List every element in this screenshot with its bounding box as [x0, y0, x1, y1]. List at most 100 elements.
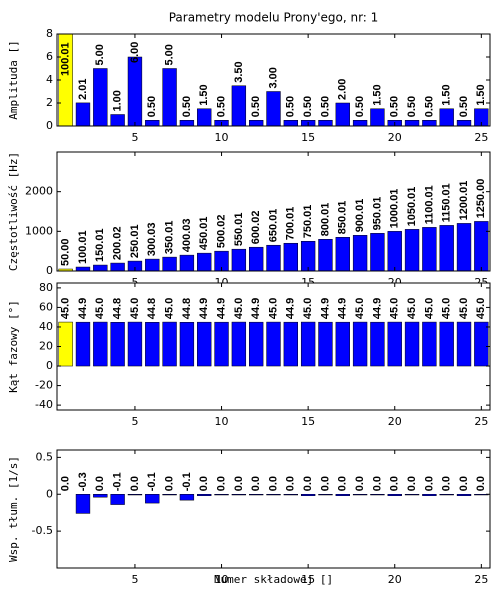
bar — [404, 321, 420, 367]
value-label: 45.0 — [458, 298, 470, 319]
bar — [162, 321, 177, 367]
bar — [283, 242, 298, 271]
value-label: 1.50 — [475, 84, 487, 105]
value-label: 0.50 — [389, 96, 401, 117]
bar — [456, 494, 472, 496]
value-label: 1100.01 — [423, 185, 435, 224]
value-label: 0.50 — [354, 96, 366, 117]
value-label: -0.3 — [77, 472, 89, 491]
value-label: 0.0 — [250, 476, 262, 491]
bar — [335, 237, 350, 271]
bar — [249, 494, 264, 496]
x-tick-label: 10 — [215, 573, 229, 586]
y-axis-label: Częstotliwość [Hz] — [7, 152, 20, 271]
value-label: 0.0 — [371, 476, 383, 491]
value-label: 45.0 — [129, 298, 141, 319]
bar — [370, 108, 385, 126]
bars — [75, 494, 489, 514]
bar — [231, 494, 247, 496]
value-label: 350.01 — [163, 220, 175, 254]
value-label: 200.02 — [112, 226, 124, 260]
value-label: 45.0 — [94, 298, 106, 319]
y-tick-label: 0 — [46, 264, 53, 277]
value-label: 44.8 — [146, 298, 158, 319]
bar — [145, 120, 160, 126]
axes-frame — [56, 449, 491, 569]
bar — [456, 223, 472, 271]
bar — [404, 494, 420, 496]
value-label: 0.50 — [423, 96, 435, 117]
bars — [58, 34, 489, 126]
value-label: 0.0 — [406, 476, 418, 491]
value-label: 2.01 — [77, 78, 89, 99]
value-label: 0.50 — [285, 96, 297, 117]
x-tick-label: 10 — [215, 415, 229, 428]
value-label: 1250.00 — [475, 179, 487, 219]
value-label: 0.50 — [250, 96, 262, 117]
value-label: 5.00 — [94, 44, 106, 65]
value-label: 0.50 — [458, 96, 470, 117]
value-label: 44.9 — [337, 298, 349, 319]
bar — [93, 494, 108, 498]
bar — [266, 321, 281, 367]
bar — [474, 221, 489, 271]
value-label: 0.0 — [285, 476, 297, 491]
bars — [58, 321, 489, 367]
bar — [58, 34, 73, 126]
value-label: 0.0 — [198, 476, 210, 491]
bar — [197, 321, 212, 367]
value-label: 150.01 — [94, 228, 106, 262]
bar — [162, 494, 177, 496]
value-label: 44.9 — [250, 298, 262, 319]
bar — [283, 120, 298, 126]
value-label: 0.50 — [215, 96, 227, 117]
bar — [370, 494, 385, 496]
bar — [145, 322, 160, 367]
bar — [318, 321, 333, 367]
value-label: 300.03 — [146, 222, 158, 256]
bar — [266, 244, 281, 271]
bar — [110, 114, 125, 126]
bar — [404, 229, 420, 271]
value-label: 5.00 — [163, 44, 175, 65]
bar — [335, 102, 350, 126]
y-tick-label: -40 — [35, 398, 53, 411]
value-label: 400.03 — [181, 218, 193, 252]
bar — [214, 321, 229, 367]
value-label: 700.01 — [285, 207, 297, 241]
value-label: 44.9 — [319, 298, 331, 319]
value-label: 250.01 — [129, 224, 141, 258]
value-label: 0.50 — [146, 96, 158, 117]
bar — [266, 91, 281, 126]
bar — [370, 233, 385, 271]
bar — [422, 321, 437, 367]
y-tick-label: 8 — [46, 27, 53, 40]
bar — [110, 322, 125, 367]
bar — [93, 264, 108, 271]
value-label: 750.01 — [302, 205, 314, 239]
bar — [318, 239, 333, 271]
bar — [179, 494, 195, 501]
value-label: 45.0 — [389, 298, 401, 319]
bar — [162, 256, 177, 271]
x-tick-label: 20 — [388, 415, 402, 428]
axes-frame — [56, 282, 491, 411]
bar — [439, 108, 454, 126]
value-label: 0.0 — [233, 476, 245, 491]
x-tick-label: 10 — [215, 131, 229, 144]
value-label: 0.0 — [129, 476, 141, 491]
bar — [75, 321, 91, 367]
x-tick-label: 25 — [474, 131, 488, 144]
value-label: 45.0 — [423, 298, 435, 319]
bar — [110, 262, 125, 271]
y-tick-label: 20 — [39, 340, 53, 353]
bar — [75, 494, 91, 514]
value-label: 3.50 — [233, 61, 245, 82]
value-label: 0.0 — [475, 476, 487, 491]
y-tick-label: 0 — [46, 487, 53, 500]
value-label: 44.8 — [181, 298, 193, 319]
bar — [404, 120, 420, 126]
value-label: 1.50 — [441, 84, 453, 105]
bar — [335, 494, 350, 496]
bar — [127, 260, 143, 271]
